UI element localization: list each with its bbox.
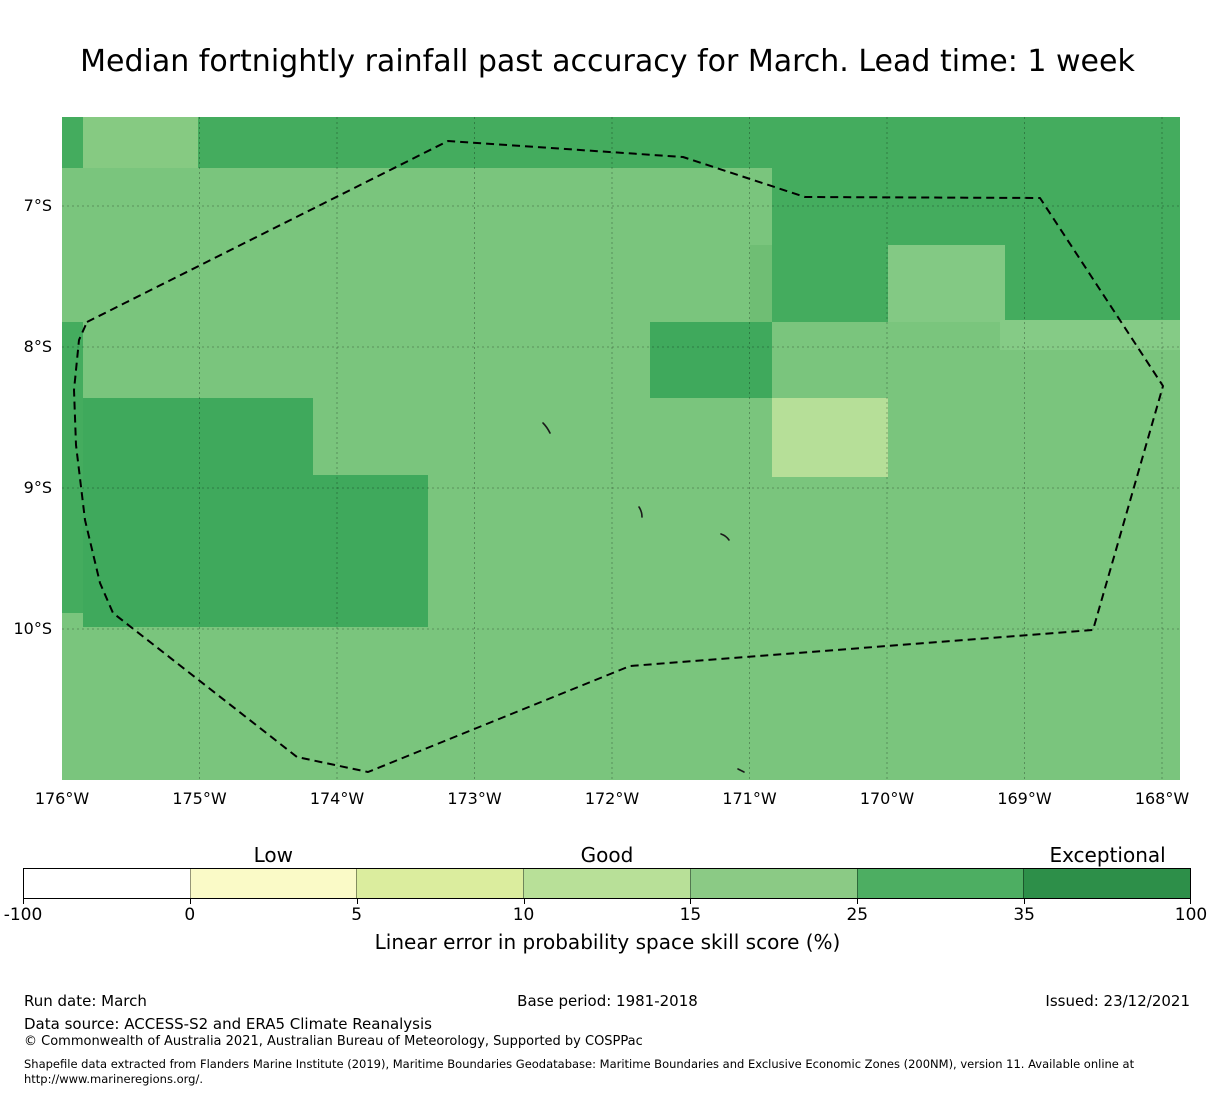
colorbar-axis-label: Linear error in probability space skill …: [374, 930, 841, 954]
island-mark: [638, 506, 643, 518]
x-tick-label: 169°W: [997, 789, 1052, 808]
colorbar-tick-mark: [857, 899, 859, 904]
x-tick-label: 170°W: [859, 789, 915, 808]
colorbar-tick-mark: [690, 899, 692, 904]
x-tick-label: 168°W: [1134, 789, 1190, 808]
run-date-text: Run date: March: [24, 992, 147, 1010]
data-source-text: Data source: ACCESS-S2 and ERA5 Climate …: [24, 1015, 432, 1033]
colorbar-segment: [356, 869, 524, 898]
y-tick-label: 7°S: [23, 196, 52, 215]
colorbar-category-label: Low: [253, 843, 293, 867]
colorbar-segment: [689, 869, 857, 898]
x-tick-label: 174°W: [309, 789, 365, 808]
colorbar-segment: [189, 869, 357, 898]
map-cell: [198, 117, 1180, 168]
shapefile-url-text: http://www.marineregions.org/.: [24, 1072, 203, 1086]
island-mark: [720, 533, 730, 541]
map-cell: [650, 322, 772, 398]
map-cell: [1000, 320, 1180, 350]
y-tick-label: 10°S: [13, 619, 52, 638]
map-cell: [750, 245, 772, 322]
eez-boundary-outline: [73, 140, 1164, 773]
island-mark: [737, 768, 745, 773]
x-tick-label: 176°W: [34, 789, 90, 808]
colorbar-segment: [523, 869, 690, 898]
x-tick-label: 172°W: [584, 789, 640, 808]
colorbar-segment: [856, 869, 1024, 898]
map-cell: [772, 398, 888, 477]
colorbar: [23, 868, 1191, 899]
map-area: [62, 117, 1180, 780]
colorbar-tick-label: 0: [184, 905, 196, 925]
copyright-text: © Commonwealth of Australia 2021, Austra…: [24, 1034, 643, 1049]
shapefile-note-text: Shapefile data extracted from Flanders M…: [24, 1057, 1135, 1071]
colorbar-category-label: Exceptional: [1049, 843, 1166, 867]
colorbar-tick-mark: [1190, 899, 1191, 904]
colorbar-tick-label: 35: [1013, 905, 1035, 925]
y-tick-label: 8°S: [23, 337, 52, 356]
x-tick-label: 171°W: [722, 789, 777, 808]
map-cell: [83, 117, 198, 168]
colorbar-tick-mark: [523, 899, 525, 904]
y-tick-label: 9°S: [23, 478, 52, 497]
colorbar-tick-mark: [23, 899, 24, 904]
colorbar-segment: [1023, 869, 1191, 898]
map-cell: [83, 475, 428, 627]
issued-date-text: Issued: 23/12/2021: [1045, 992, 1190, 1010]
base-period-text: Base period: 1981-2018: [517, 992, 698, 1010]
colorbar-tick-label: 25: [846, 905, 869, 925]
colorbar-tick-mark: [1024, 899, 1026, 904]
map-cell: [62, 322, 83, 613]
colorbar-category-label: Good: [580, 843, 634, 867]
colorbar-tick-mark: [356, 899, 358, 904]
colorbar-segment: [24, 869, 190, 898]
colorbar-tick-mark: [189, 899, 191, 904]
island-mark: [542, 422, 551, 434]
colorbar-tick-label: 5: [351, 905, 363, 925]
x-tick-label: 175°W: [172, 789, 227, 808]
rainfall-skill-map: [62, 117, 1180, 780]
map-cell: [888, 245, 1005, 322]
colorbar-tick-label: 100: [1174, 905, 1208, 925]
colorbar-tick-label: 15: [679, 905, 702, 925]
map-cell: [62, 117, 83, 168]
x-tick-label: 173°W: [447, 789, 502, 808]
colorbar-tick-label: 10: [512, 905, 535, 925]
figure-title: Median fortnightly rainfall past accurac…: [80, 44, 1135, 79]
colorbar-tick-label: -100: [3, 905, 43, 925]
map-cell: [83, 398, 313, 475]
